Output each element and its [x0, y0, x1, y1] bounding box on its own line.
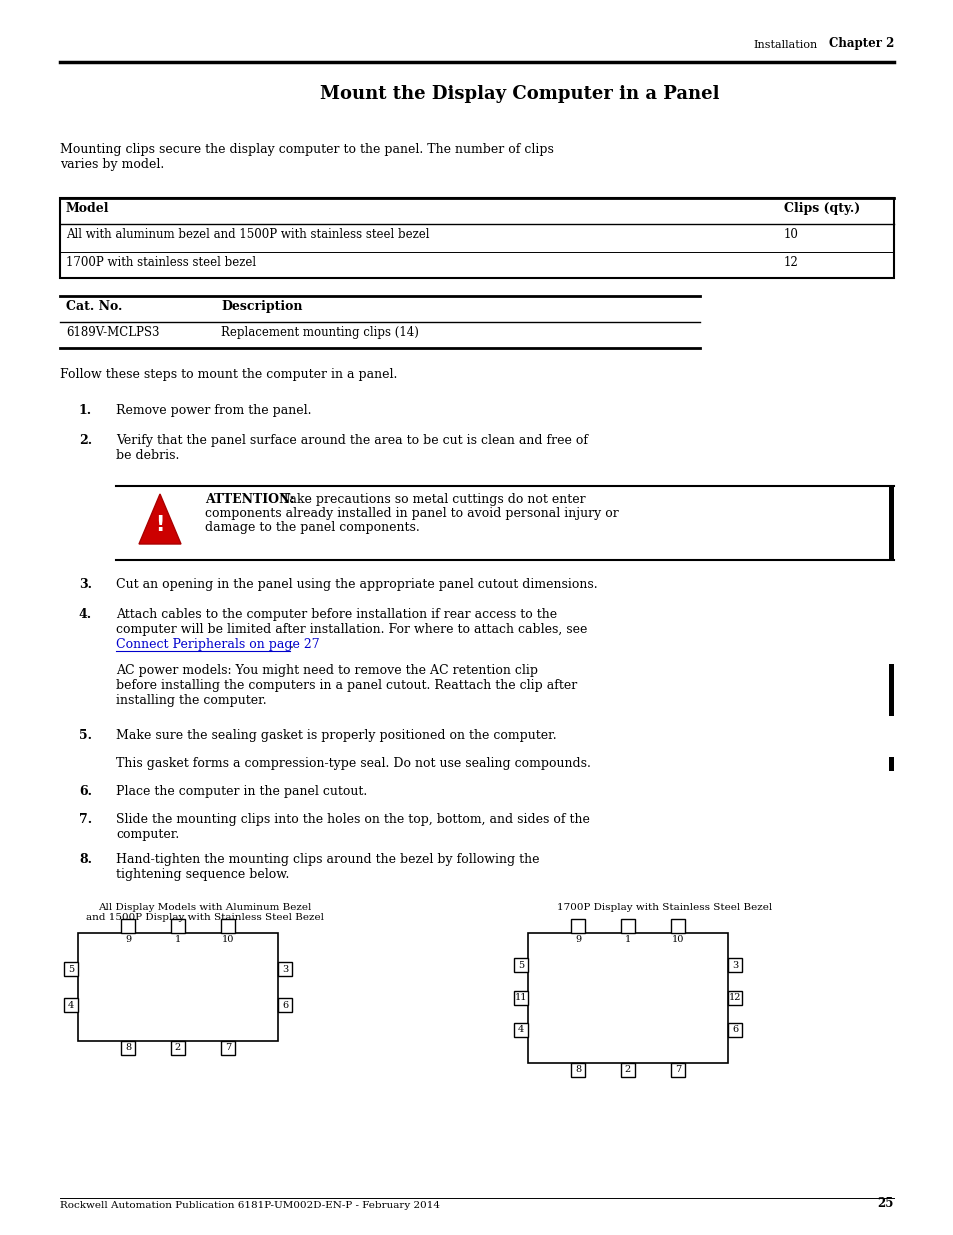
- Bar: [888, 487, 893, 559]
- Text: Make sure the sealing gasket is properly positioned on the computer.: Make sure the sealing gasket is properly…: [116, 729, 556, 742]
- Bar: [277, 998, 292, 1011]
- Text: 3.: 3.: [79, 578, 91, 592]
- Bar: [121, 919, 135, 932]
- Polygon shape: [139, 494, 181, 543]
- Bar: [514, 958, 527, 972]
- Text: Clips (qty.): Clips (qty.): [783, 203, 860, 215]
- Text: 2.: 2.: [79, 433, 91, 447]
- Text: All with aluminum bezel and 1500P with stainless steel bezel: All with aluminum bezel and 1500P with s…: [66, 228, 429, 241]
- Text: 1: 1: [174, 935, 181, 945]
- Text: Attach cables to the computer before installation if rear access to the
computer: Attach cables to the computer before ins…: [116, 608, 587, 636]
- Bar: [670, 1063, 684, 1077]
- Text: 5: 5: [68, 965, 74, 973]
- Text: 8: 8: [125, 1044, 131, 1052]
- Bar: [620, 1063, 635, 1077]
- Text: Chapter 2: Chapter 2: [828, 37, 893, 49]
- Text: 2: 2: [174, 1044, 181, 1052]
- Text: 3: 3: [281, 965, 288, 973]
- Text: AC power models: You might need to remove the AC retention clip
before installin: AC power models: You might need to remov…: [116, 664, 577, 706]
- Bar: [171, 1041, 185, 1055]
- Text: 12: 12: [783, 256, 798, 269]
- Bar: [727, 1023, 741, 1037]
- Text: Verify that the panel surface around the area to be cut is clean and free of
be : Verify that the panel surface around the…: [116, 433, 587, 462]
- Bar: [527, 932, 727, 1063]
- Text: Mount the Display Computer in a Panel: Mount the Display Computer in a Panel: [319, 85, 719, 103]
- Bar: [64, 962, 78, 976]
- Text: 6189V-MCLPS3: 6189V-MCLPS3: [66, 326, 159, 338]
- Text: 2: 2: [624, 1066, 631, 1074]
- Text: Cat. No.: Cat. No.: [66, 300, 122, 312]
- Text: 12: 12: [728, 993, 740, 1003]
- Text: 4.: 4.: [79, 608, 91, 621]
- Bar: [727, 958, 741, 972]
- Text: 1700P with stainless steel bezel: 1700P with stainless steel bezel: [66, 256, 255, 269]
- Text: Hand-tighten the mounting clips around the bezel by following the
tightening seq: Hand-tighten the mounting clips around t…: [116, 853, 539, 881]
- Text: Model: Model: [66, 203, 110, 215]
- Text: 7: 7: [225, 1044, 231, 1052]
- Bar: [571, 919, 584, 932]
- Text: 7: 7: [674, 1066, 680, 1074]
- Text: Follow these steps to mount the computer in a panel.: Follow these steps to mount the computer…: [60, 368, 397, 382]
- Text: Place the computer in the panel cutout.: Place the computer in the panel cutout.: [116, 785, 367, 798]
- Bar: [221, 1041, 234, 1055]
- Text: Rockwell Automation Publication 6181P-UM002D-EN-P - February 2014: Rockwell Automation Publication 6181P-UM…: [60, 1200, 439, 1210]
- Bar: [121, 1041, 135, 1055]
- Text: Installation: Installation: [753, 40, 817, 49]
- Text: Replacement mounting clips (14): Replacement mounting clips (14): [221, 326, 418, 338]
- Text: Take precautions so metal cuttings do not enter: Take precautions so metal cuttings do no…: [277, 493, 585, 506]
- Text: 5: 5: [517, 961, 523, 969]
- Text: 1: 1: [624, 935, 631, 945]
- Text: 10: 10: [222, 935, 233, 945]
- Text: 6: 6: [731, 1025, 738, 1035]
- Text: .: .: [290, 638, 294, 651]
- Text: ATTENTION:: ATTENTION:: [205, 493, 294, 506]
- Text: 9: 9: [575, 935, 580, 945]
- Bar: [514, 990, 527, 1005]
- Text: 10: 10: [783, 228, 798, 241]
- Text: 11: 11: [515, 993, 527, 1003]
- Text: Remove power from the panel.: Remove power from the panel.: [116, 404, 312, 417]
- Text: 3: 3: [731, 961, 738, 969]
- Text: Slide the mounting clips into the holes on the top, bottom, and sides of the
com: Slide the mounting clips into the holes …: [116, 813, 589, 841]
- Text: damage to the panel components.: damage to the panel components.: [205, 521, 419, 534]
- Bar: [620, 919, 635, 932]
- Text: 25: 25: [877, 1197, 893, 1210]
- Text: components already installed in panel to avoid personal injury or: components already installed in panel to…: [205, 508, 618, 520]
- Bar: [670, 919, 684, 932]
- Bar: [888, 664, 893, 716]
- Bar: [221, 919, 234, 932]
- Text: 1.: 1.: [79, 404, 91, 417]
- Text: 8: 8: [575, 1066, 580, 1074]
- Text: This gasket forms a compression-type seal. Do not use sealing compounds.: This gasket forms a compression-type sea…: [116, 757, 590, 769]
- Text: 9: 9: [125, 935, 131, 945]
- Bar: [60, 198, 893, 278]
- Text: 1700P Display with Stainless Steel Bezel: 1700P Display with Stainless Steel Bezel: [557, 903, 772, 911]
- Text: 6.: 6.: [79, 785, 91, 798]
- Text: 8.: 8.: [79, 853, 91, 866]
- Text: 5.: 5.: [79, 729, 91, 742]
- Bar: [171, 919, 185, 932]
- Text: All Display Models with Aluminum Bezel
and 1500P Display with Stainless Steel Be: All Display Models with Aluminum Bezel a…: [86, 903, 324, 923]
- Text: Connect Peripherals on page 27: Connect Peripherals on page 27: [116, 638, 319, 651]
- Text: Description: Description: [221, 300, 302, 312]
- Text: Cut an opening in the panel using the appropriate panel cutout dimensions.: Cut an opening in the panel using the ap…: [116, 578, 597, 592]
- Text: Mounting clips secure the display computer to the panel. The number of clips
var: Mounting clips secure the display comput…: [60, 143, 554, 170]
- Bar: [514, 1023, 527, 1037]
- Text: 4: 4: [68, 1000, 74, 1009]
- Bar: [571, 1063, 584, 1077]
- Bar: [277, 962, 292, 976]
- Bar: [727, 990, 741, 1005]
- Text: !: !: [155, 515, 165, 535]
- Text: 4: 4: [517, 1025, 523, 1035]
- Bar: [78, 932, 277, 1041]
- Text: 10: 10: [671, 935, 683, 945]
- Text: 6: 6: [282, 1000, 288, 1009]
- Bar: [64, 998, 78, 1011]
- Bar: [888, 757, 893, 771]
- Text: 7.: 7.: [79, 813, 91, 826]
